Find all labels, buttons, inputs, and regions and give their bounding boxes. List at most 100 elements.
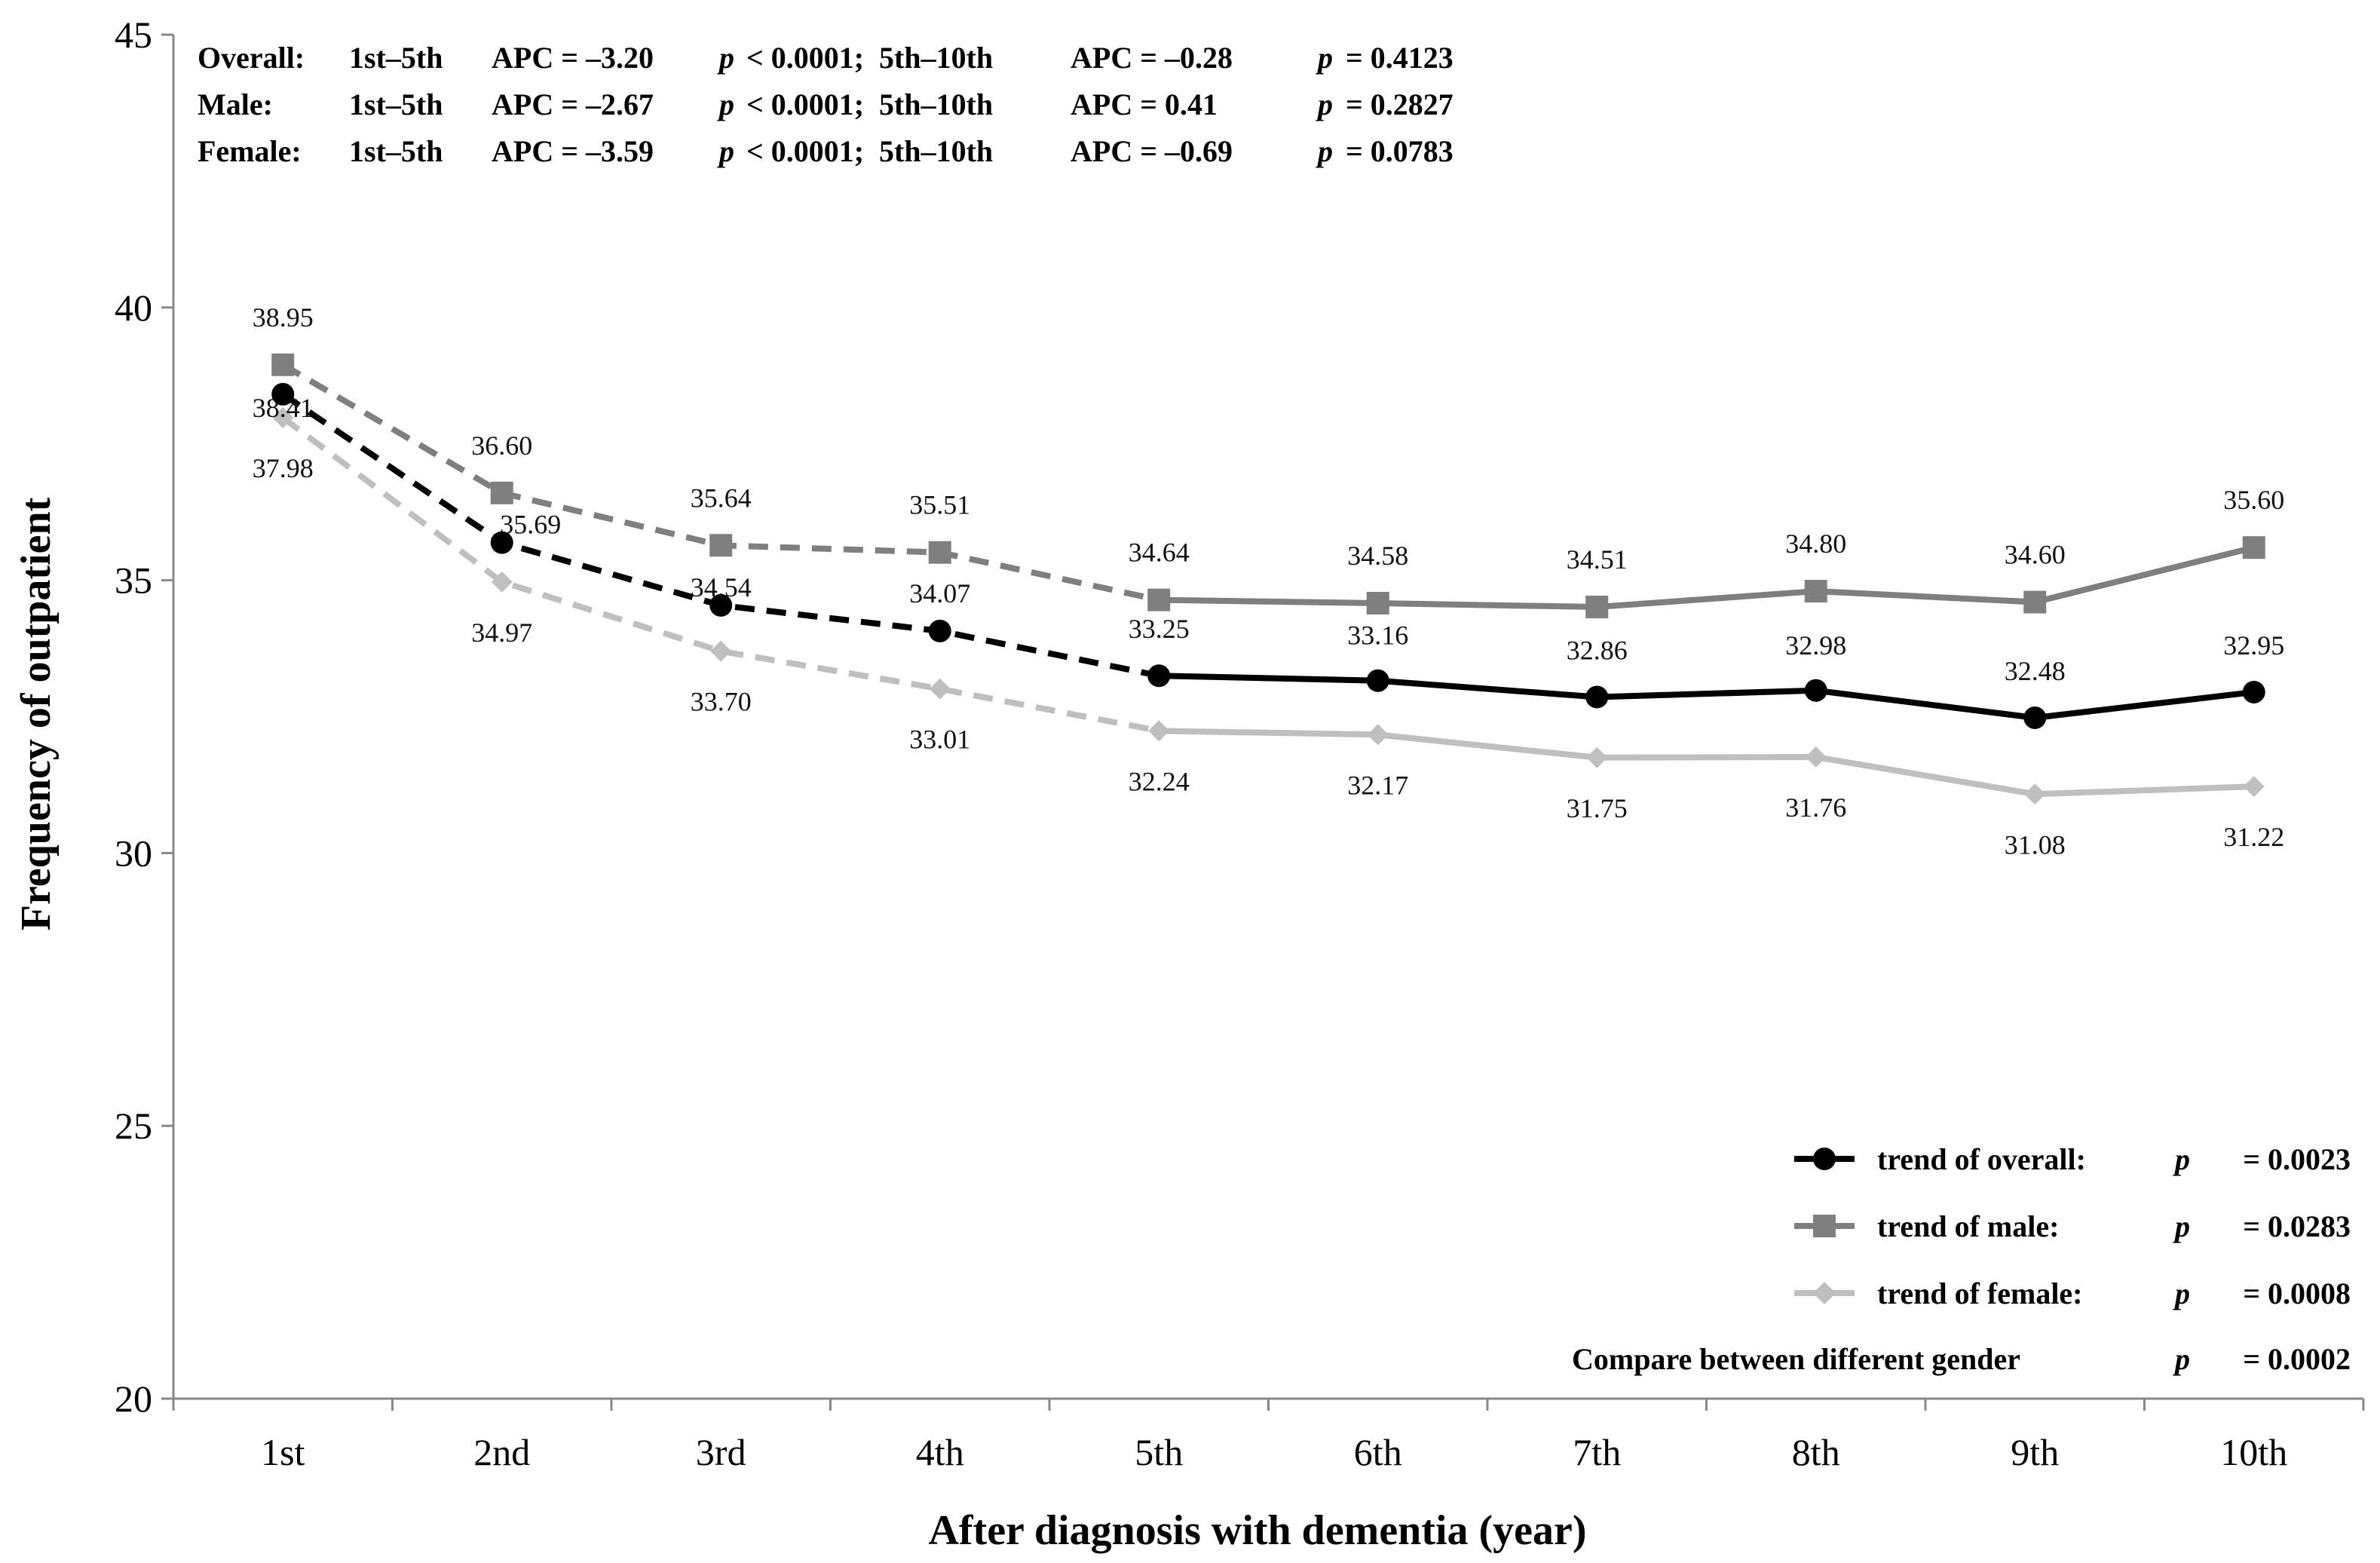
x-axis-title: After diagnosis with dementia (year) — [928, 1507, 1586, 1554]
legend-item-overall: trend of overall: p = 0.0023 — [1794, 1142, 2351, 1176]
legend-p-symbol-overall: p — [2173, 1142, 2190, 1176]
data-label-overall: 38.41 — [253, 393, 314, 423]
annotation-overall: Overall: 1st–5th APC = –3.20 p < 0.0001;… — [198, 41, 1453, 75]
data-point-female — [1805, 746, 1827, 768]
data-label-female: 31.22 — [2223, 822, 2284, 852]
legend-p-overall: = 0.0023 — [2243, 1142, 2351, 1176]
series-male — [271, 353, 2265, 619]
data-label-female: 33.70 — [691, 687, 752, 717]
data-label-overall: 32.48 — [2005, 656, 2066, 686]
data-label-overall: 33.16 — [1347, 621, 1408, 651]
data-point-male — [1585, 596, 1609, 619]
x-tick-label: 2nd — [473, 1431, 530, 1473]
data-label-male: 34.51 — [1567, 544, 1628, 575]
legend-marker-female — [1813, 1282, 1836, 1304]
data-label-female: 31.76 — [1785, 792, 1846, 823]
data-label-female: 37.98 — [253, 453, 314, 483]
data-label-male: 36.60 — [471, 431, 532, 461]
data-label-female: 32.24 — [1129, 766, 1190, 796]
legend-p-symbol-male: p — [2173, 1209, 2190, 1243]
data-label-overall: 35.69 — [500, 510, 561, 540]
data-label-overall: 32.95 — [2223, 630, 2284, 660]
legend-p-symbol-female: p — [2173, 1276, 2190, 1310]
legend-item-male: trend of male: p = 0.0283 — [1794, 1209, 2351, 1243]
axes: 20 25 30 35 40 45 1st 2nd 3rd 4th 5th 6th 7th 8th 9th 1… — [115, 14, 2365, 1473]
data-label-female: 31.08 — [2005, 829, 2066, 860]
x-tick-label: 3rd — [696, 1431, 746, 1473]
data-label-male: 35.64 — [691, 483, 752, 513]
data-label-female: 33.01 — [909, 725, 970, 755]
data-label-male: 34.80 — [1785, 529, 1846, 559]
y-axis-title: Frequency of outpatient — [13, 497, 60, 930]
data-point-male — [1147, 588, 1171, 611]
data-point-female — [1148, 720, 1170, 742]
data-label-overall: 32.86 — [1567, 635, 1628, 665]
data-point-male — [709, 534, 733, 557]
y-tick-label: 40 — [115, 287, 152, 329]
data-point-male — [2242, 536, 2265, 559]
data-label-male: 34.58 — [1347, 541, 1408, 571]
data-label-overall: 32.98 — [1785, 630, 1846, 660]
data-label-male: 38.95 — [253, 302, 314, 333]
x-tick-label: 6th — [1354, 1431, 1402, 1473]
legend-label-overall: trend of overall: — [1877, 1142, 2086, 1176]
data-point-overall — [490, 531, 513, 554]
data-point-male — [490, 481, 513, 504]
data-point-male — [928, 541, 951, 564]
x-tick-label: 5th — [1135, 1431, 1183, 1473]
legend-label-female: trend of female: — [1877, 1276, 2083, 1310]
data-point-male — [1366, 591, 1389, 614]
x-tick-label: 7th — [1573, 1431, 1621, 1473]
series-female — [272, 406, 2265, 805]
data-point-overall — [2023, 706, 2047, 729]
data-point-overall — [2242, 680, 2265, 703]
data-label-male: 35.60 — [2223, 485, 2284, 515]
data-point-overall — [1585, 685, 1609, 709]
x-tick-label: 4th — [916, 1431, 964, 1473]
data-label-female: 32.17 — [1347, 770, 1408, 800]
data-label-male: 34.64 — [1129, 538, 1190, 568]
x-tick-label: 8th — [1792, 1431, 1840, 1473]
data-point-overall — [709, 593, 733, 617]
series-line-solid-male — [1159, 544, 2255, 611]
legend-label-male: trend of male: — [1877, 1209, 2059, 1243]
data-label-female: 31.75 — [1567, 793, 1628, 823]
series-line-dashed-female — [280, 415, 1160, 734]
legend: trend of overall: p = 0.0023 trend of ma… — [1572, 1142, 2351, 1376]
legend-item-female: trend of female: p = 0.0008 — [1794, 1276, 2351, 1310]
y-tick-label: 45 — [115, 14, 152, 56]
y-tick-label: 35 — [115, 559, 152, 602]
data-label-overall: 34.07 — [909, 578, 970, 608]
data-point-female — [1586, 746, 1608, 768]
x-tick-label: 10th — [2220, 1431, 2287, 1473]
series-layer — [271, 353, 2265, 805]
data-point-female — [491, 571, 513, 593]
legend-compare-p-symbol: p — [2173, 1342, 2190, 1376]
data-label-female: 34.97 — [471, 618, 532, 648]
y-tick-label: 20 — [115, 1378, 152, 1420]
legend-p-female: = 0.0008 — [2243, 1276, 2351, 1310]
data-point-overall — [1147, 664, 1171, 688]
data-point-overall — [928, 619, 951, 642]
series-line-solid-female — [1159, 728, 2254, 798]
data-label-overall: 33.25 — [1129, 614, 1190, 644]
data-point-overall — [1804, 679, 1827, 702]
data-point-male — [2023, 590, 2047, 614]
annotation-female: Female: 1st–5th APC = –3.59 p < 0.0001; … — [198, 134, 1453, 168]
data-label-male: 35.51 — [909, 490, 970, 520]
series-line-solid-overall — [1159, 673, 2255, 721]
data-point-female — [929, 678, 951, 700]
legend-compare: Compare between different gender p = 0.0… — [1572, 1342, 2351, 1376]
data-point-overall — [1366, 669, 1389, 692]
data-label-overall: 34.54 — [691, 572, 752, 602]
data-label-male: 34.60 — [2005, 540, 2066, 570]
data-point-male — [271, 353, 295, 376]
data-point-female — [1367, 724, 1389, 746]
y-tick-label: 25 — [115, 1105, 152, 1147]
data-point-female — [710, 640, 732, 662]
data-point-overall — [271, 382, 295, 406]
apc-annotations: Overall: 1st–5th APC = –3.20 p < 0.0001;… — [198, 41, 1453, 168]
legend-compare-label: Compare between different gender — [1572, 1342, 2020, 1376]
y-tick-label: 30 — [115, 832, 152, 874]
